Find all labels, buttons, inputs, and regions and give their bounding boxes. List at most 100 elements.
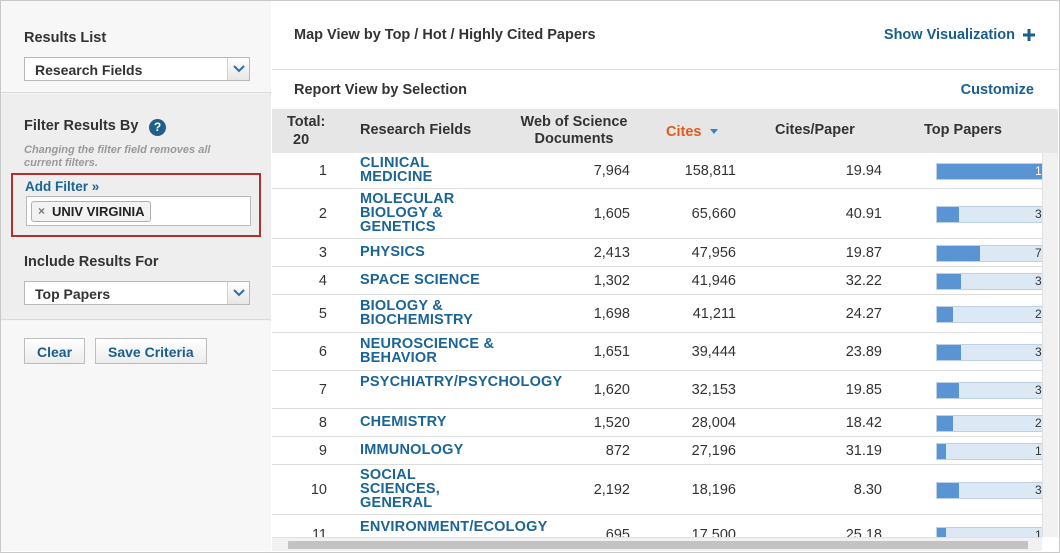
filter-chip-label: UNIV VIRGINIA [52, 204, 145, 219]
cites-per-paper-cell: 19.87 [845, 245, 882, 261]
show-visualization-link[interactable]: Show Visualization [884, 27, 1036, 46]
top-papers-bar-fill [937, 444, 946, 459]
include-results-select[interactable]: Top Papers [24, 281, 250, 305]
horizontal-scrollbar[interactable] [272, 537, 1042, 551]
filter-chip: × UNIV VIRGINIA [31, 201, 152, 222]
rank-cell: 4 [318, 273, 327, 289]
table-row: 4 SPACE SCIENCE 1,302 41,946 32.22 3 [272, 267, 1042, 295]
cites-cell: 47,956 [691, 245, 736, 261]
documents-cell: 1,651 [593, 344, 630, 360]
table-row: 1 CLINICAL MEDICINE 7,964 158,811 19.94 18 [272, 153, 1042, 189]
plus-icon [1022, 28, 1036, 46]
cites-per-paper-cell: 40.91 [845, 206, 882, 222]
top-papers-bar[interactable]: 1 [936, 443, 1042, 460]
total-label: Total: [287, 114, 326, 130]
cites-cell: 18,196 [691, 482, 736, 498]
horizontal-scroll-thumb[interactable] [288, 541, 1028, 549]
top-papers-bar[interactable]: 3 [936, 382, 1042, 399]
cites-per-paper-cell: 24.27 [845, 306, 882, 322]
top-papers-count: 1 [1035, 528, 1042, 537]
cites-cell: 27,196 [691, 443, 736, 459]
sort-desc-icon [709, 122, 718, 139]
results-list-select[interactable]: Research Fields [24, 57, 250, 81]
cites-cell: 65,660 [691, 206, 736, 222]
clear-button[interactable]: Clear [24, 338, 86, 364]
top-papers-bar[interactable]: 2 [936, 306, 1042, 323]
top-papers-bar-fill [937, 345, 961, 360]
top-papers-count: 3 [1035, 274, 1042, 288]
research-field-link[interactable]: SPACE SCIENCE [360, 272, 480, 288]
cites-cell: 17,500 [691, 527, 736, 537]
filter-note: Changing the filter field removes all cu… [24, 144, 211, 169]
col-wos-documents[interactable]: Web of Science Documents [520, 114, 628, 147]
top-papers-bar[interactable]: 3 [936, 273, 1042, 290]
rank-cell: 6 [318, 344, 327, 360]
chevron-down-icon[interactable] [227, 282, 249, 304]
research-field-link[interactable]: PSYCHIATRY/PSYCHOLOGY [360, 374, 563, 390]
col-cites-per-paper[interactable]: Cites/Paper [775, 122, 855, 138]
top-papers-bar-fill [937, 416, 953, 431]
help-icon[interactable]: ? [149, 119, 166, 136]
save-criteria-button[interactable]: Save Criteria [95, 338, 207, 364]
rank-cell: 7 [318, 382, 327, 398]
table-row: 11 ENVIRONMENT/ECOLOGY 695 17,500 25.18 1 [272, 515, 1042, 537]
filter-input[interactable]: × UNIV VIRGINIA [26, 196, 251, 226]
research-field-link[interactable]: NEUROSCIENCE & BEHAVIOR [360, 336, 495, 366]
col-research-fields[interactable]: Research Fields [360, 122, 472, 138]
top-papers-bar[interactable]: 3 [936, 206, 1042, 223]
rank-cell: 10 [310, 482, 327, 498]
research-field-link[interactable]: SOCIAL SCIENCES, GENERAL [360, 467, 440, 511]
remove-chip-icon[interactable]: × [38, 204, 46, 218]
top-papers-bar[interactable]: 2 [936, 415, 1042, 432]
research-field-link[interactable]: BIOLOGY & BIOCHEMISTRY [360, 298, 474, 328]
cites-cell: 32,153 [691, 382, 736, 398]
top-papers-bar-fill [937, 164, 1042, 179]
sidebar: Results List Research Fields Filter Resu… [1, 1, 271, 551]
include-results-label: Include Results For [24, 254, 159, 270]
cites-per-paper-cell: 8.30 [853, 482, 882, 498]
col-top-papers[interactable]: Top Papers [924, 122, 1002, 138]
top-papers-bar[interactable]: 3 [936, 344, 1042, 361]
documents-cell: 1,698 [593, 306, 630, 322]
documents-cell: 695 [605, 527, 630, 537]
top-papers-count: 3 [1035, 345, 1042, 359]
documents-cell: 1,605 [593, 206, 630, 222]
results-list-value: Research Fields [35, 62, 143, 78]
col-cites-label: Cites [666, 124, 702, 140]
top-papers-bar[interactable]: 7 [936, 245, 1042, 262]
cites-per-paper-cell: 31.19 [845, 443, 882, 459]
research-field-link[interactable]: CLINICAL MEDICINE [360, 155, 433, 185]
cites-cell: 41,211 [692, 306, 736, 322]
add-filter-link[interactable]: Add Filter » [25, 179, 100, 194]
research-field-link[interactable]: ENVIRONMENT/ECOLOGY [360, 519, 548, 535]
filter-results-label: Filter Results By [24, 118, 139, 134]
chevron-down-icon[interactable] [227, 58, 249, 80]
map-view-title: Map View by Top / Hot / Highly Cited Pap… [294, 27, 596, 43]
research-field-link[interactable]: MOLECULAR BIOLOGY & GENETICS [360, 191, 455, 235]
cites-per-paper-cell: 19.94 [845, 163, 882, 179]
cites-per-paper-cell: 18.42 [845, 415, 882, 431]
top-papers-count: 3 [1035, 207, 1042, 221]
documents-cell: 872 [605, 443, 630, 459]
research-field-link[interactable]: CHEMISTRY [360, 414, 447, 430]
top-papers-count: 2 [1035, 307, 1042, 321]
top-papers-bar[interactable]: 18 [936, 163, 1042, 180]
top-papers-bar[interactable]: 3 [936, 482, 1042, 499]
vertical-scrollbar[interactable] [1042, 153, 1058, 537]
research-field-link[interactable]: IMMUNOLOGY [360, 442, 464, 458]
research-field-link[interactable]: PHYSICS [360, 244, 426, 260]
cites-per-paper-cell: 23.89 [845, 344, 882, 360]
top-papers-count: 7 [1035, 246, 1042, 260]
report-view-title: Report View by Selection [294, 82, 467, 98]
customize-link[interactable]: Customize [960, 82, 1034, 98]
table-row: 10 SOCIAL SCIENCES, GENERAL 2,192 18,196 8.3… [272, 465, 1042, 515]
top-papers-bar[interactable]: 1 [936, 527, 1042, 537]
top-papers-bar-fill [937, 207, 959, 222]
top-papers-count: 3 [1035, 383, 1042, 397]
top-papers-bar-fill [937, 307, 953, 322]
table-row: 6 NEUROSCIENCE & BEHAVIOR 1,651 39,444 23.89… [272, 333, 1042, 371]
main-panel: Map View by Top / Hot / Highly Cited Pap… [272, 1, 1058, 551]
show-visualization-label: Show Visualization [883, 27, 1015, 43]
col-cites[interactable]: Cites [666, 122, 718, 141]
